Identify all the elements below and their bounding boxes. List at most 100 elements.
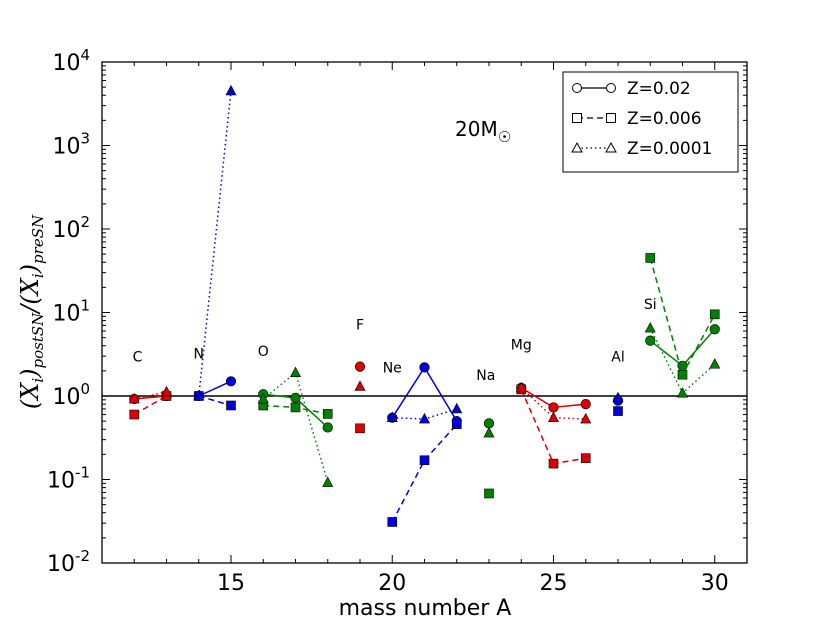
series-line-z0006 — [391, 423, 458, 523]
data-point-square — [645, 253, 656, 263]
y-label-slash: /( — [16, 295, 44, 315]
legend-square-marker — [572, 113, 582, 123]
y-tick-exp: 3 — [80, 130, 90, 148]
data-point-triangle — [225, 84, 237, 96]
series-c — [128, 385, 172, 420]
data-point-circle — [483, 418, 495, 429]
y-tick-label: 10-1 — [47, 464, 90, 494]
y-tick-label: 102 — [52, 213, 90, 243]
y-tick-label: 100 — [52, 380, 90, 410]
sun-symbol: ☉ — [498, 128, 511, 146]
data-point-triangle — [548, 411, 559, 422]
legend-box — [562, 71, 739, 173]
series-line-z0006 — [133, 395, 167, 416]
mass-annotation: 20M☉ — [455, 117, 511, 146]
x-tick-label: 15 — [217, 571, 245, 596]
data-point-circle — [322, 422, 333, 433]
element-label: O — [258, 344, 269, 360]
data-point-triangle — [161, 385, 172, 397]
data-point-square — [451, 419, 462, 429]
data-point-triangle — [354, 380, 366, 391]
series-ne — [386, 362, 463, 527]
data-point-circle — [548, 402, 559, 413]
legend: Z=0.02 Z=0.006 Z=0.0001 — [562, 71, 739, 173]
data-point-triangle — [612, 391, 624, 403]
data-point-circle — [677, 360, 688, 371]
data-point-square — [484, 488, 494, 499]
y-label-mid1: ) — [16, 368, 44, 378]
x-axis-label: mass number A — [339, 596, 512, 621]
data-point-circle — [225, 376, 237, 387]
data-point-square — [613, 406, 623, 416]
y-tick-exp: -2 — [75, 547, 90, 565]
data-point-circle — [709, 324, 720, 335]
element-label: N — [194, 347, 204, 363]
data-point-triangle — [580, 412, 592, 424]
y-axis-label: (Xi)postSN/(Xi)preSN — [16, 214, 47, 409]
y-label-open: ( — [16, 399, 44, 409]
y-tick-base: 10 — [52, 385, 80, 410]
legend-label-z0006: Z=0.006 — [627, 109, 702, 129]
x-tick-label: 30 — [701, 571, 729, 596]
x-tick-label: 25 — [540, 571, 568, 596]
y-tick-base: 10 — [52, 302, 80, 327]
data-point-square — [355, 423, 365, 434]
data-point-circle — [354, 361, 366, 372]
data-layer: C N O F Ne Na Mg Al Si — [102, 84, 747, 527]
data-point-triangle — [451, 402, 463, 414]
element-label: Ne — [383, 361, 402, 377]
y-label-sub4: preSN — [29, 214, 47, 264]
y-tick-exp: 0 — [80, 380, 90, 398]
y-label-sub3: i — [29, 273, 47, 278]
data-point-square — [548, 458, 559, 469]
legend-square-marker — [606, 113, 616, 123]
y-tick-base: 10 — [52, 51, 80, 76]
data-point-triangle — [419, 412, 430, 424]
legend-triangle-marker — [605, 141, 617, 153]
series-n — [193, 84, 237, 411]
legend-circle-marker — [606, 83, 616, 93]
y-tick-label: 103 — [52, 130, 90, 160]
series-na — [483, 418, 495, 499]
element-label: C — [133, 349, 143, 365]
data-point-triangle — [386, 411, 398, 422]
data-point-circle — [645, 335, 656, 346]
data-point-triangle — [290, 366, 301, 378]
series-al — [612, 391, 624, 416]
y-label-var: X — [16, 382, 44, 402]
mass-annotation-text: 20M — [455, 117, 498, 141]
element-label: Mg — [511, 338, 532, 354]
y-tick-label: 101 — [52, 297, 90, 327]
data-point-square — [129, 409, 140, 420]
series-line-z0006 — [198, 395, 232, 407]
data-point-triangle — [128, 392, 140, 404]
y-tick-exp: 1 — [80, 297, 90, 315]
y-label-var2: X — [16, 277, 44, 297]
data-point-square — [387, 517, 398, 527]
series-line-z00001 — [134, 391, 167, 400]
y-tick-exp: -1 — [75, 464, 90, 482]
data-point-triangle — [193, 389, 205, 401]
y-tick-label: 104 — [52, 46, 90, 76]
data-point-circle — [419, 362, 430, 373]
y-tick-base: 10 — [52, 135, 80, 160]
data-point-square — [709, 309, 720, 320]
y-label-sub2: postSN — [29, 312, 47, 369]
element-label: Al — [611, 349, 624, 365]
data-point-triangle — [515, 381, 527, 393]
element-label: F — [356, 317, 364, 333]
data-point-circle — [580, 398, 591, 410]
data-point-square — [322, 409, 333, 419]
series-si — [644, 253, 721, 398]
data-point-triangle — [677, 387, 688, 398]
series-mg — [515, 381, 592, 469]
legend-entry-z0006: Z=0.006 — [572, 109, 702, 129]
data-point-triangle — [644, 321, 656, 333]
series-line-z00001 — [198, 90, 232, 397]
data-point-triangle — [709, 358, 721, 369]
y-tick-label: 10-2 — [47, 547, 90, 577]
legend-triangle-marker — [571, 141, 583, 153]
element-label: Si — [644, 297, 657, 313]
